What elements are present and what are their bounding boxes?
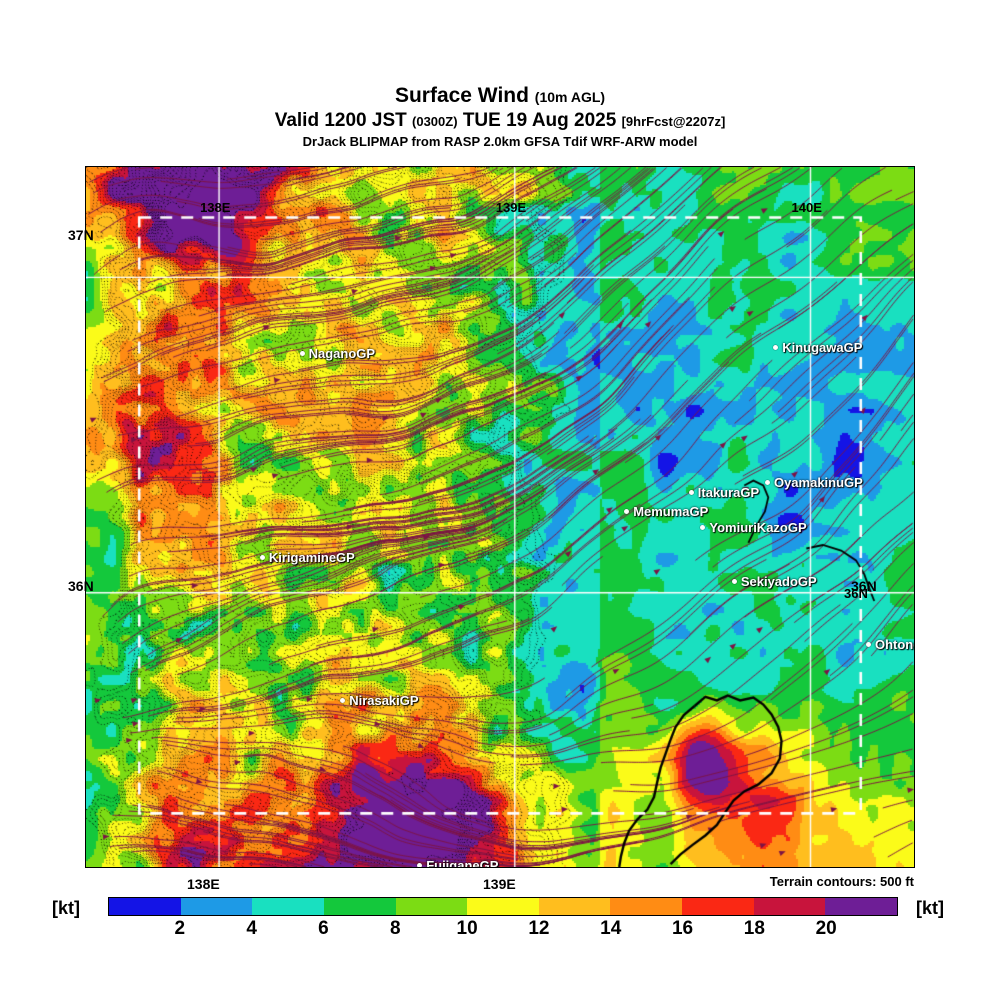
title-suffix: (10m AGL) — [534, 89, 606, 105]
lon-label-138e-bottom: 138E — [187, 876, 220, 892]
station-label: KirigamineGP — [268, 549, 355, 565]
lat-label-36n-inmap: 36N — [844, 585, 868, 601]
colorbar-band-5 — [467, 898, 539, 915]
colorbar-tick-6: 6 — [318, 918, 329, 939]
station-label: NirasakiGP — [349, 693, 419, 709]
station-marker-kinugawagp[interactable]: KinugawaGP — [773, 339, 862, 355]
colorbar-band-4 — [395, 898, 468, 915]
station-marker-memumagp[interactable]: MemumaGP — [624, 503, 708, 519]
station-dot-icon — [773, 344, 779, 350]
title-main: Surface Wind — [394, 84, 529, 107]
station-marker-yomiurikazogp[interactable]: YomiuriKazoGP — [700, 519, 807, 535]
station-dot-icon — [700, 524, 706, 530]
station-label: KinugawaGP — [782, 339, 863, 355]
station-marker-oyamakinugp[interactable]: OyamakinuGP — [764, 474, 863, 491]
station-label: OyamakinuGP — [773, 475, 863, 491]
station-dot-icon — [340, 698, 346, 704]
model-line: DrJack BLIPMAP from RASP 2.0km GFSA Tdif… — [302, 134, 698, 149]
colorbar-tick-10: 10 — [456, 918, 478, 939]
colorbar-band-2 — [252, 898, 324, 915]
colorbar-tick-2: 2 — [174, 918, 186, 939]
station-marker-nirasakigp[interactable]: NirasakiGP — [340, 692, 419, 709]
valid-time-line: Valid 1200 JST (0300Z) TUE 19 Aug 2025 [… — [0, 109, 1000, 133]
weather-map[interactable]: 138E 139E 140E 36N NaganoGP KinugawaGP Itakura… — [85, 166, 915, 868]
wind-field-raster — [86, 167, 914, 867]
valid-local: Valid 1200 JST — [274, 110, 407, 131]
forecast-tag: [9hrFcst@2207z] — [621, 114, 726, 129]
station-label: NaganoGP — [308, 345, 376, 361]
station-marker-ohtone[interactable]: Ohtone — [865, 636, 914, 652]
colorbar-tick-4: 4 — [246, 918, 257, 939]
station-marker-fujiganegp[interactable]: FujiganeGP — [417, 857, 499, 868]
page-title: Surface Wind (10m AGL) — [0, 84, 1000, 109]
station-dot-icon — [624, 509, 630, 515]
unit-label-left: [kt] — [52, 898, 80, 918]
station-dot-icon — [731, 578, 737, 584]
station-label: YomiuriKazoGP — [709, 519, 807, 535]
lon-label-139e-bottom: 139E — [483, 876, 516, 892]
lon-label-140e-top: 140E — [791, 200, 822, 215]
lat-label-36n-right: 36N — [851, 578, 877, 594]
station-label: FujiganeGP — [426, 857, 499, 868]
lon-label-139e-top: 139E — [495, 200, 527, 215]
station-label: SekiyadoGP — [740, 573, 817, 589]
wind-speed-colorbar[interactable] — [108, 897, 898, 916]
colorbar-tick-14: 14 — [600, 918, 622, 939]
station-label: Ohtone — [874, 636, 914, 652]
colorbar-band-10 — [825, 898, 898, 915]
colorbar-tick-16: 16 — [671, 918, 694, 939]
colorbar-band-3 — [323, 898, 396, 915]
station-marker-kirigaminegp[interactable]: KirigamineGP — [259, 549, 355, 565]
colorbar-band-7 — [610, 898, 683, 915]
terrain-contour-note: Terrain contours: 500 ft — [769, 874, 914, 889]
unit-label-right: [kt] — [916, 898, 944, 918]
colorbar-band-8 — [682, 898, 754, 915]
station-marker-naganogp[interactable]: NaganoGP — [299, 345, 376, 361]
station-dot-icon — [417, 862, 423, 867]
colorbar-band-9 — [753, 898, 826, 915]
colorbar-band-0 — [109, 898, 181, 915]
colorbar-tick-12: 12 — [528, 918, 550, 939]
lat-label-37n-left: 37N — [68, 227, 94, 243]
lat-label-36n-left: 36N — [68, 578, 94, 594]
colorbar-tick-8: 8 — [389, 918, 401, 939]
station-dot-icon — [688, 489, 694, 495]
station-label: MemumaGP — [633, 504, 709, 520]
station-marker-sekiyadogp[interactable]: SekiyadoGP — [731, 573, 817, 589]
station-label: ItakuraGP — [697, 484, 760, 500]
lon-label-138e-top: 138E — [200, 200, 231, 215]
colorbar-band-1 — [180, 898, 253, 915]
title-block: Surface Wind (10m AGL) Valid 1200 JST (0… — [0, 84, 1000, 151]
station-marker-itakuragp[interactable]: ItakuraGP — [688, 484, 760, 500]
station-dot-icon — [299, 350, 305, 356]
colorbar-tick-18: 18 — [743, 918, 765, 939]
colorbar-band-6 — [538, 898, 611, 915]
station-dot-icon — [259, 554, 265, 560]
station-dot-icon — [764, 480, 770, 486]
colorbar-tick-labels: 2 4 6 8 10 12 14 16 18 20 — [108, 918, 898, 944]
valid-utc: (0300Z) — [412, 114, 458, 129]
valid-date: TUE 19 Aug 2025 — [462, 110, 617, 131]
colorbar-tick-20: 20 — [815, 918, 837, 939]
station-dot-icon — [865, 641, 871, 647]
